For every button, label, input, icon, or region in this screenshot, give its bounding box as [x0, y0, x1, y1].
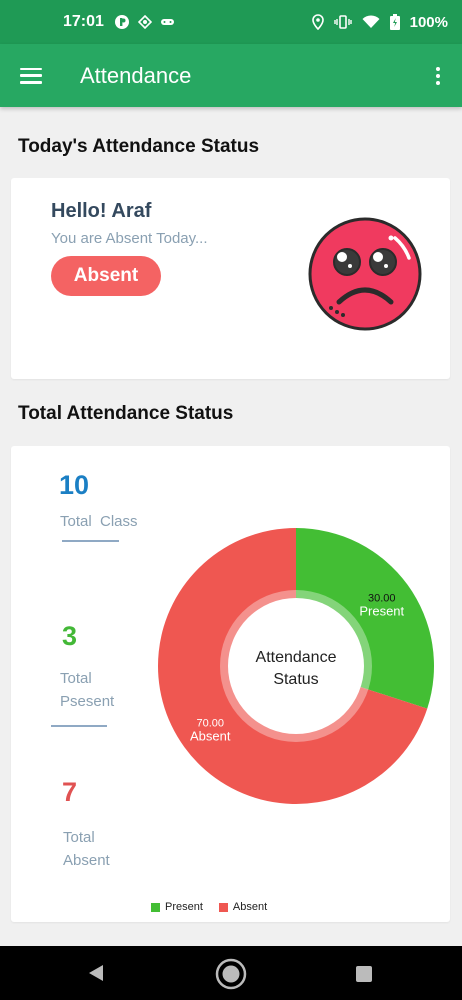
legend-swatch-present [151, 902, 160, 912]
home-icon[interactable] [214, 957, 248, 991]
today-section-title: Today's Attendance Status [18, 136, 260, 157]
legend-label-present: Present [165, 901, 203, 913]
recents-icon[interactable] [355, 965, 373, 983]
total-status-card: 10 Total Class 3 Total Psesent 7 Total A… [11, 446, 450, 922]
chart-center-line2: Status [273, 671, 318, 688]
slice-label-absent: Absent [190, 728, 231, 743]
hamburger-icon[interactable] [20, 67, 42, 84]
chart-center-line1: Attendance [256, 649, 337, 666]
wifi-icon [362, 15, 380, 28]
page-title: Attendance [80, 62, 192, 88]
divider [51, 725, 107, 727]
total-section-title: Total Attendance Status [18, 403, 234, 424]
status-button[interactable]: Absent [51, 256, 161, 296]
greeting-text: Hello! Araf [51, 200, 152, 222]
chart-legend: Present Absent [151, 901, 267, 913]
more-vert-icon[interactable] [436, 66, 440, 85]
diamond-icon [137, 15, 152, 29]
back-icon[interactable] [86, 963, 106, 983]
divider [62, 540, 119, 542]
vibrate-icon [333, 15, 352, 29]
battery-percent: 100% [409, 13, 448, 31]
sad-face-icon [308, 217, 422, 331]
location-icon [311, 14, 324, 30]
total-absent-count: 7 [62, 777, 78, 807]
legend-swatch-absent [218, 902, 228, 912]
legend-label-absent: Absent [232, 901, 268, 913]
status-bar: 17:01 100% [0, 0, 462, 44]
total-class-count: 10 [59, 470, 90, 500]
system-nav-bar [0, 946, 462, 1000]
battery-icon [389, 14, 400, 30]
total-class-label: Total Class [60, 513, 138, 530]
today-status-card: Hello! Araf You are Absent Today... Abse… [11, 178, 450, 379]
total-absent-label: Total Absent [63, 829, 110, 869]
slice-value-absent: 70.00 [196, 717, 224, 729]
total-present-count: 3 [62, 621, 78, 651]
total-present-label: Total Psesent [60, 670, 115, 710]
status-time: 17:01 [63, 13, 104, 30]
slice-value-present: 30.00 [368, 593, 396, 605]
gamepad-icon [160, 19, 174, 25]
slice-label-present: Present [359, 604, 404, 619]
chart-hole [228, 598, 364, 734]
app-bar: Attendance [0, 44, 462, 107]
notification-icon [114, 15, 129, 29]
absent-message: You are Absent Today... [51, 230, 208, 247]
